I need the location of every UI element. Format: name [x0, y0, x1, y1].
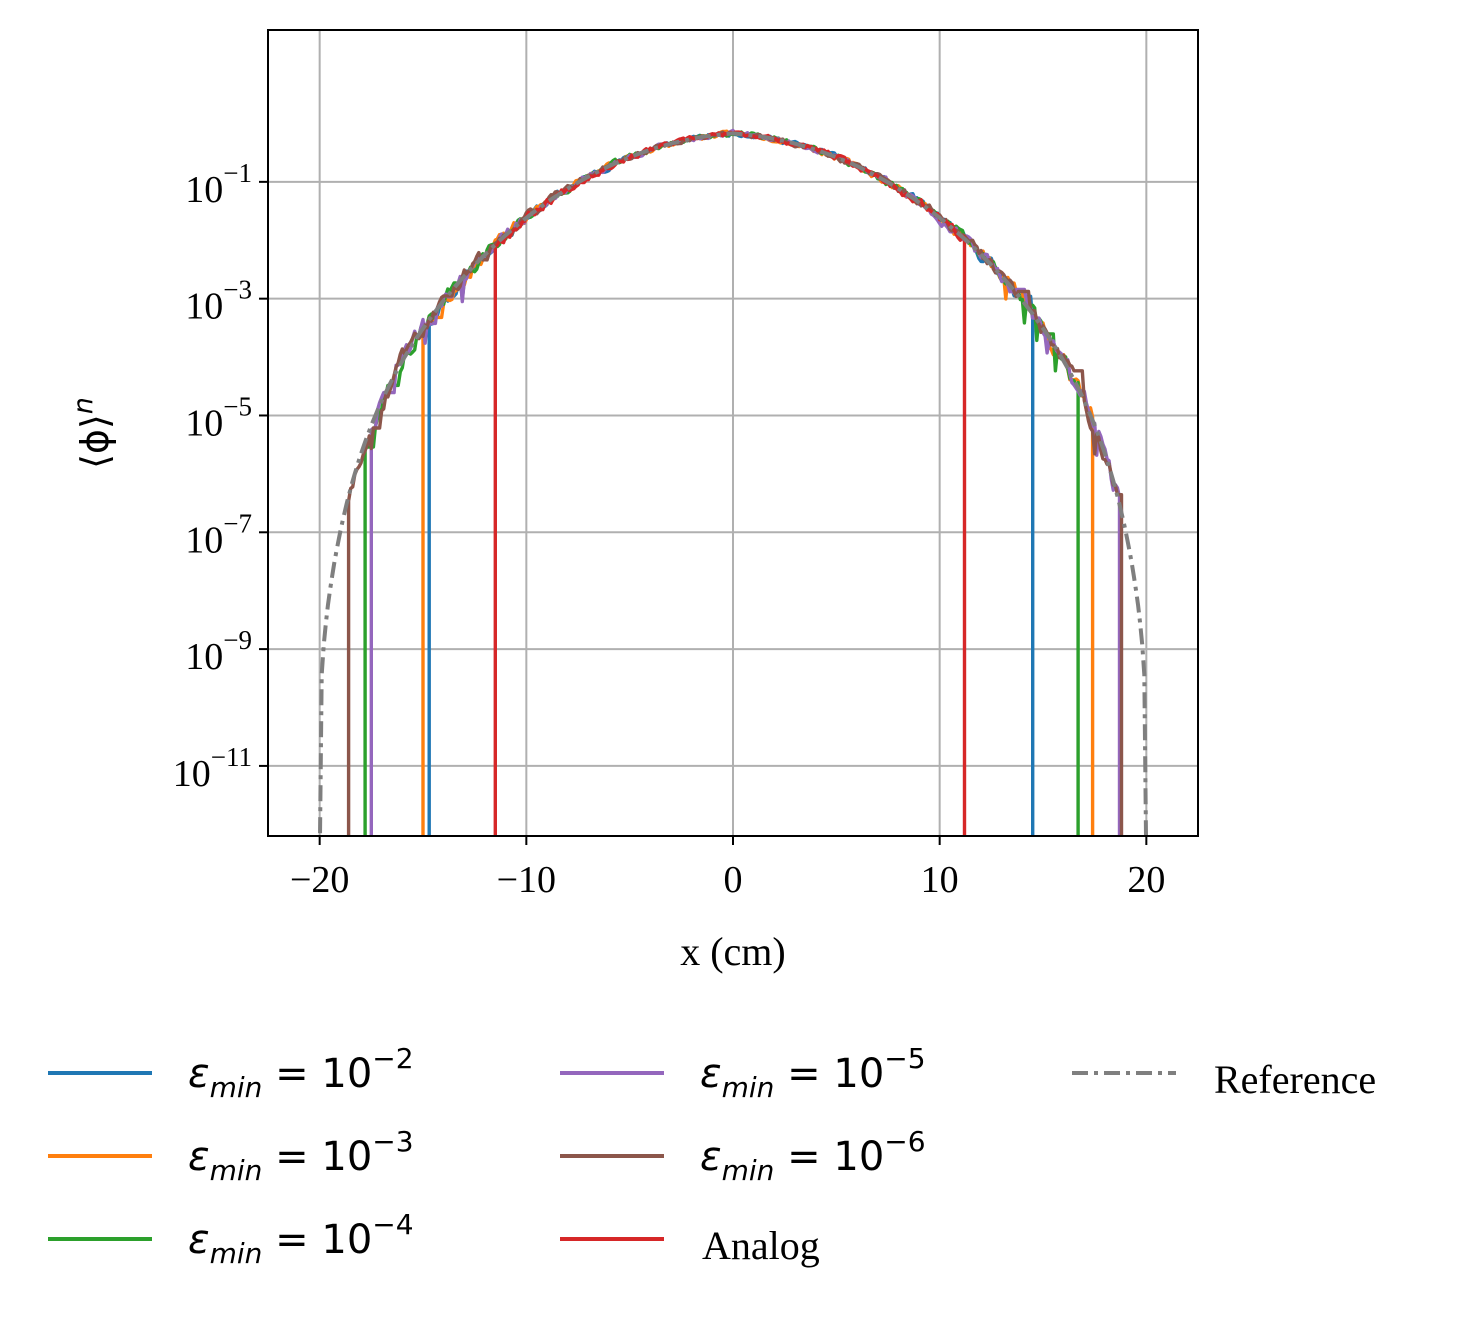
series-line-4 [346, 130, 1124, 836]
series-line-1 [421, 129, 1095, 836]
series-line-5 [493, 130, 967, 836]
legend-item: Analog [560, 1223, 820, 1268]
legend-label: Reference [1214, 1057, 1376, 1102]
legend: εmin = 10−2 εmin = 10−3 εmin = 10−4 εmin = … [48, 1042, 1376, 1270]
series-line-0 [427, 131, 1035, 836]
legend-label: εmin = 10−3 [188, 1125, 414, 1187]
legend-label: εmin = 10−4 [188, 1208, 414, 1270]
x-tick-label: −20 [290, 859, 349, 901]
y-tick-label: 10−3 [185, 275, 252, 328]
y-axis-label-base: ⟨ϕ⟩ [73, 414, 117, 469]
legend-item: εmin = 10−2 [48, 1042, 414, 1104]
y-axis-ticks: 10−1 10−3 10−5 10−7 10−9 10−11 [173, 158, 268, 795]
y-tick-label: 10−11 [173, 742, 252, 795]
y-tick-label: 10−7 [185, 508, 252, 561]
series-line-3 [369, 128, 1122, 836]
y-tick-label: 10−1 [185, 158, 252, 211]
y-axis-label: ⟨ϕ⟩n [68, 397, 117, 469]
x-tick-label: −10 [497, 859, 556, 901]
series-line-reference [318, 131, 1148, 836]
legend-label: εmin = 10−2 [188, 1042, 414, 1104]
legend-item: εmin = 10−5 [560, 1042, 926, 1104]
x-axis-ticks: −20 −10 0 10 20 [290, 836, 1165, 901]
y-tick-label: 10−9 [185, 625, 252, 678]
legend-item: εmin = 10−4 [48, 1208, 414, 1270]
grid-lines [268, 30, 1198, 836]
legend-label: Analog [702, 1223, 820, 1268]
legend-label: εmin = 10−5 [700, 1042, 926, 1104]
legend-item: εmin = 10−3 [48, 1125, 414, 1187]
series-line-2 [363, 130, 1080, 836]
y-axis-label-sup: n [68, 397, 99, 414]
y-tick-label: 10−5 [185, 391, 252, 444]
x-axis-label: x (cm) [680, 929, 786, 974]
legend-item: εmin = 10−6 [560, 1125, 926, 1187]
legend-item: Reference [1072, 1057, 1376, 1102]
series-group [318, 128, 1148, 836]
x-tick-label: 0 [724, 859, 743, 901]
x-tick-label: 20 [1127, 859, 1165, 901]
x-tick-label: 10 [921, 859, 959, 901]
legend-label: εmin = 10−6 [700, 1125, 926, 1187]
